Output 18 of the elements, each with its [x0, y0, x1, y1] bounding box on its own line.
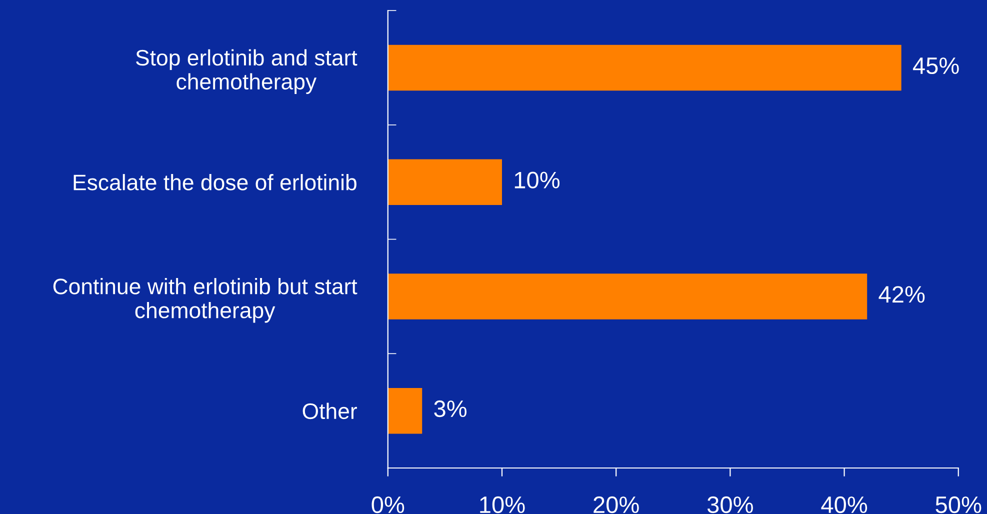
x-tick-label: 50%: [936, 496, 982, 514]
bar: [388, 44, 902, 91]
bar: [388, 274, 868, 320]
x-tick-label: 0%: [372, 496, 404, 514]
data-label: 3%: [434, 400, 467, 418]
x-tick-label: 40%: [821, 496, 868, 514]
x-tick-label: 10%: [480, 496, 525, 514]
data-label: 10%: [514, 172, 560, 188]
y-tick-label: Escalate the dose of erlotinib: [74, 174, 356, 190]
bar: [388, 388, 422, 434]
x-tick-label: 20%: [594, 496, 639, 514]
y-tick-label: Other: [302, 402, 357, 420]
data-label: 45%: [912, 57, 959, 74]
y-tick-label: Stop erlotinib and start chemotherapy: [136, 49, 358, 94]
x-tick-label: 30%: [707, 496, 753, 514]
y-tick-label: Continue with erlotinib but start chemotherapy: [53, 278, 358, 323]
bar: [388, 159, 502, 205]
data-label: 42%: [878, 286, 925, 303]
